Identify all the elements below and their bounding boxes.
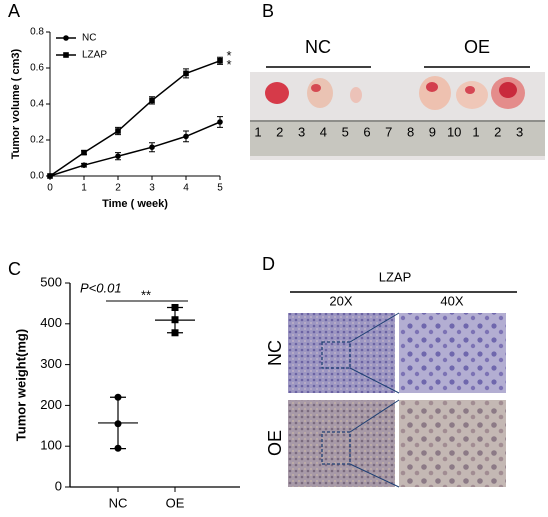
marker [63, 35, 69, 41]
ruler-label: 1 [472, 124, 479, 139]
row-label: OE [265, 430, 285, 456]
x-tick-label: NC [109, 495, 128, 510]
significance: ** [141, 287, 151, 302]
column-label: 20X [329, 293, 352, 308]
significance: * [226, 48, 231, 63]
row-label: NC [265, 340, 285, 366]
series-line [49, 60, 221, 177]
legend-label: LZAP [82, 50, 107, 61]
x-axis-label: Time ( week) [102, 198, 168, 210]
x-tick-label: 0 [47, 183, 53, 194]
marker [114, 444, 122, 452]
marker [183, 133, 189, 140]
y-tick-label: 400 [40, 315, 62, 330]
marker [149, 144, 155, 150]
ruler-label: 4 [320, 124, 327, 139]
marker [183, 70, 189, 77]
ruler-label: 2 [494, 124, 501, 139]
series-line [49, 121, 221, 177]
marker [149, 97, 155, 104]
y-tick-label: 0.6 [30, 63, 44, 74]
ihc-title: LZAP [379, 269, 412, 284]
marker [81, 162, 87, 168]
group-label: NC [305, 37, 331, 57]
y-tick-label: 0 [55, 478, 62, 493]
x-tick-label: OE [166, 495, 185, 510]
marker [81, 149, 87, 156]
p-value: P<0.01 [80, 280, 122, 295]
marker [217, 58, 223, 64]
panel-label: A [8, 1, 20, 21]
significance: * [226, 57, 231, 72]
ruler-label: 10 [447, 124, 461, 139]
marker [171, 329, 179, 337]
ruler-label: 8 [407, 124, 414, 139]
y-tick-label: 100 [40, 438, 62, 453]
y-tick-label: 0.8 [30, 27, 44, 38]
ihc-images [288, 312, 506, 488]
ruler-label: 3 [516, 124, 523, 139]
marker [171, 303, 179, 311]
ruler-label: 1 [254, 124, 261, 139]
x-tick-label: 5 [217, 183, 223, 194]
ruler-label: 2 [276, 124, 283, 139]
x-tick-label: 4 [183, 183, 189, 194]
y-tick-label: 0.0 [30, 171, 44, 182]
y-tick-label: 0.2 [30, 135, 44, 146]
ruler-label: 9 [429, 124, 436, 139]
legend-label: NC [82, 33, 96, 44]
panel-label: D [262, 254, 275, 274]
marker [217, 119, 223, 125]
marker [63, 52, 69, 58]
ruler-label: 7 [385, 124, 392, 139]
y-tick-label: 0.4 [30, 99, 44, 110]
group-label: OE [464, 37, 490, 57]
y-tick-label: 500 [40, 274, 62, 289]
y-tick-label: 300 [40, 356, 62, 371]
y-axis-label: Tumor volume ( cm3) [10, 48, 22, 159]
tumor-photo [250, 72, 545, 160]
column-label: 40X [440, 293, 463, 308]
marker [115, 128, 121, 134]
panel-label: C [8, 259, 21, 279]
marker [115, 153, 121, 159]
ruler-label: 5 [342, 124, 349, 139]
marker [114, 393, 122, 401]
ruler-label: 3 [298, 124, 305, 139]
marker [47, 173, 53, 179]
marker [171, 316, 179, 324]
x-tick-label: 1 [81, 183, 87, 194]
y-tick-label: 200 [40, 397, 62, 412]
x-tick-label: 2 [115, 183, 121, 194]
panel-label: B [262, 1, 274, 21]
ruler-label: 6 [363, 124, 370, 139]
y-axis-label: Tumor weight(mg) [13, 329, 28, 441]
x-tick-label: 3 [149, 183, 155, 194]
marker [114, 420, 122, 428]
